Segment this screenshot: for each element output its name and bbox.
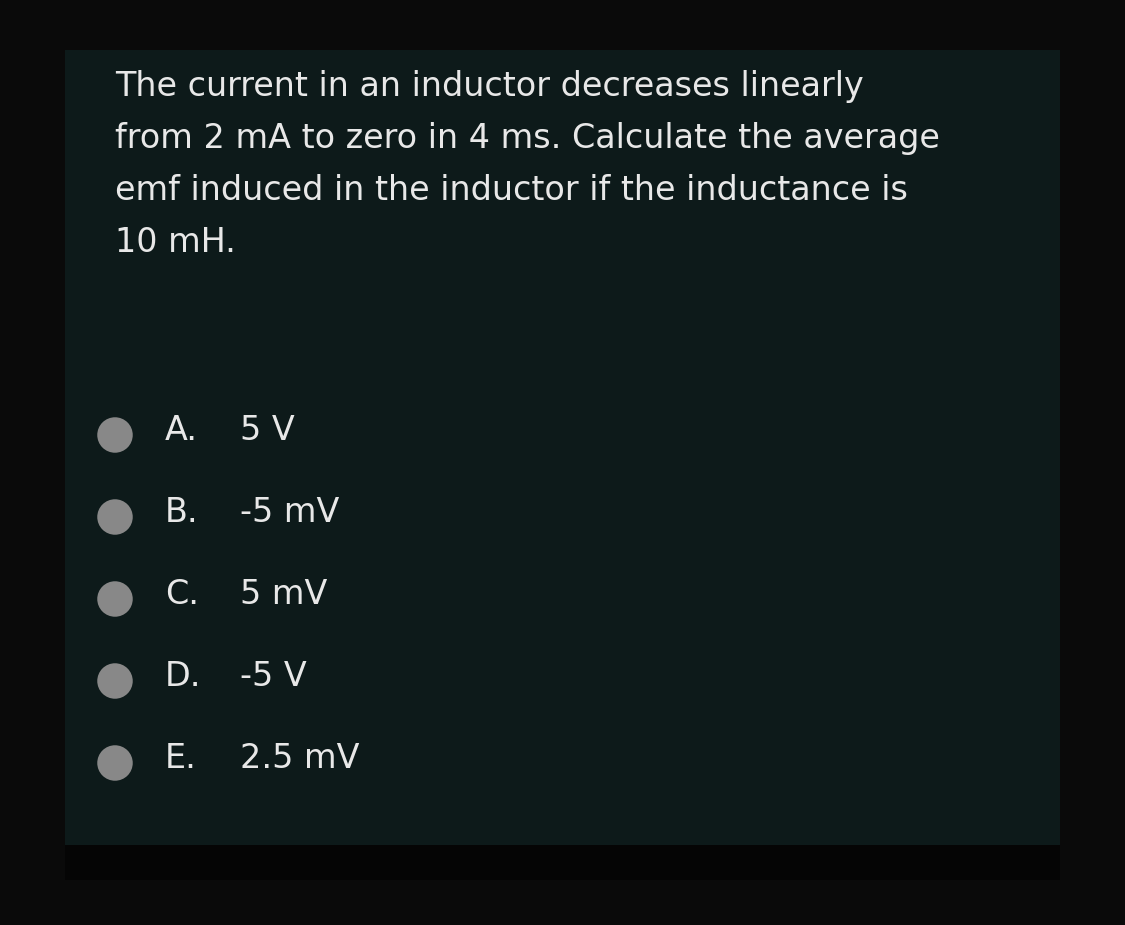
Text: 2.5 mV: 2.5 mV xyxy=(240,742,360,775)
Text: E.: E. xyxy=(165,742,197,775)
Circle shape xyxy=(99,665,130,697)
Bar xyxy=(65,50,1060,880)
Circle shape xyxy=(99,501,130,533)
Text: -5 V: -5 V xyxy=(240,660,307,693)
Text: 10 mH.: 10 mH. xyxy=(115,226,236,259)
Text: D.: D. xyxy=(165,660,201,693)
Text: -5 mV: -5 mV xyxy=(240,496,340,529)
Circle shape xyxy=(99,419,130,451)
Text: from 2 mA to zero in 4 ms. Calculate the average: from 2 mA to zero in 4 ms. Calculate the… xyxy=(115,122,939,155)
Text: A.: A. xyxy=(165,414,198,447)
Text: emf induced in the inductor if the inductance is: emf induced in the inductor if the induc… xyxy=(115,174,908,207)
Circle shape xyxy=(99,747,130,779)
Text: 5 mV: 5 mV xyxy=(240,578,327,611)
Text: The current in an inductor decreases linearly: The current in an inductor decreases lin… xyxy=(115,70,864,103)
Text: 5 V: 5 V xyxy=(240,414,295,447)
Text: B.: B. xyxy=(165,496,199,529)
Circle shape xyxy=(99,583,130,615)
Text: C.: C. xyxy=(165,578,199,611)
Bar xyxy=(65,845,1060,880)
